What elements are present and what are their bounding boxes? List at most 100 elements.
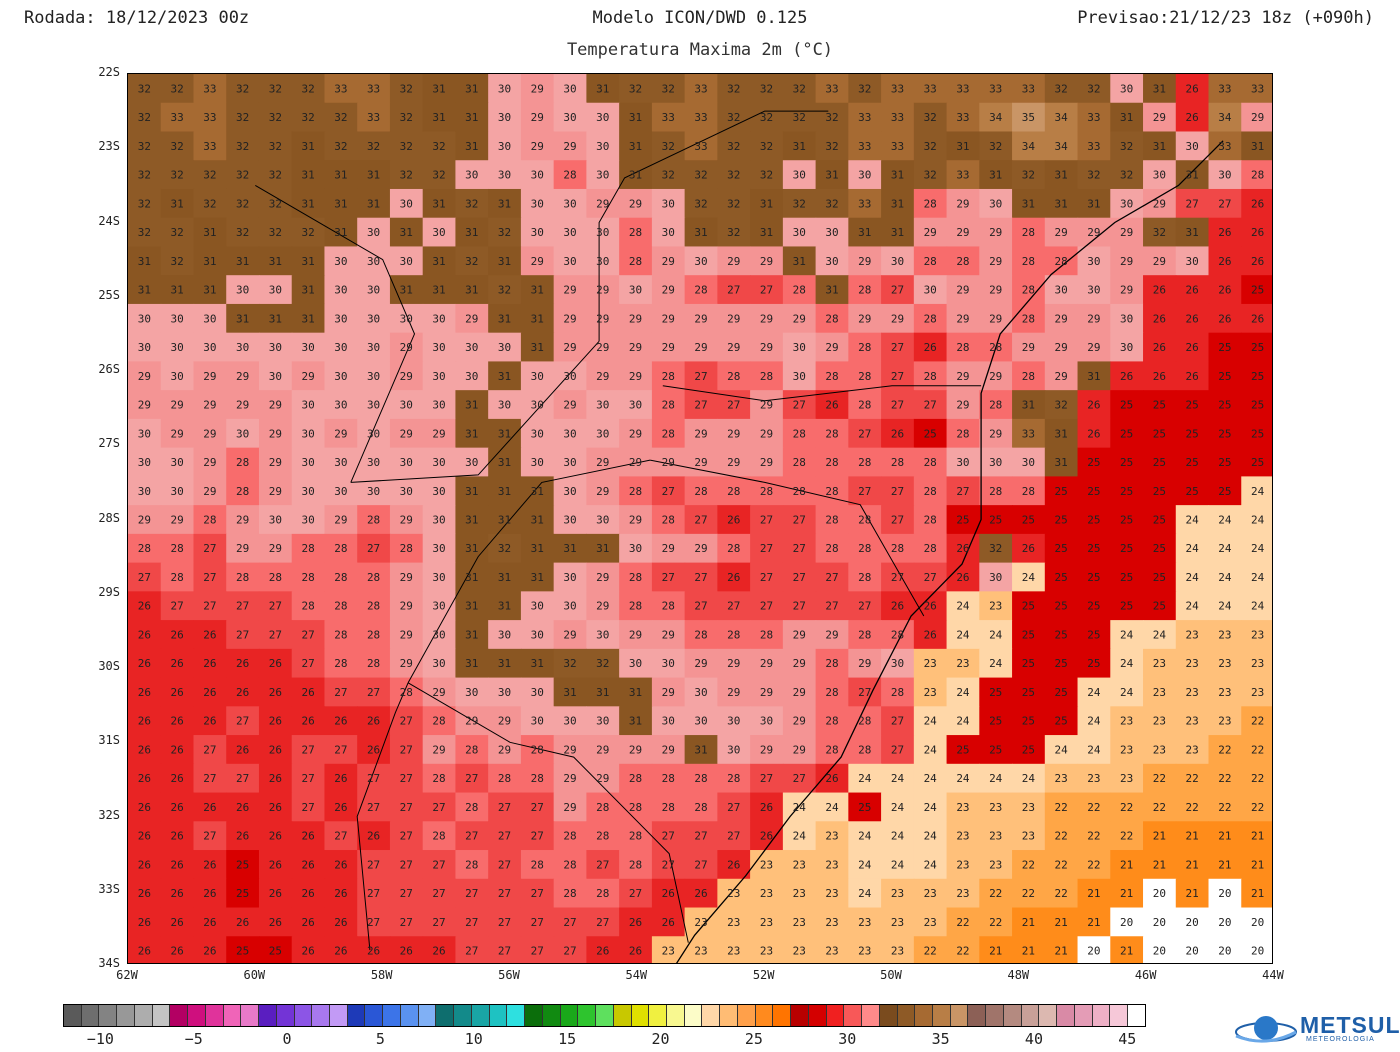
temperature-value: 24 [1218,542,1232,555]
temperature-cell [848,275,882,305]
temperature-cell [913,821,948,851]
temperature-value: 32 [138,226,151,239]
temperature-value: 27 [170,600,183,613]
temperature-value: 29 [629,743,642,756]
temperature-cell [422,878,457,909]
color-scale-cell [649,1005,667,1026]
temperature-cell [291,418,326,449]
temperature-cell [1110,562,1144,592]
temperature-cell [881,476,915,506]
temperature-value: 28 [662,801,675,814]
temperature-cell [291,476,326,506]
temperature-value: 30 [498,140,511,153]
temperature-cell [782,418,817,449]
temperature-cell [1175,332,1210,363]
temperature-cell [1077,677,1111,707]
temperature-cell [586,188,620,219]
temperature-value: 31 [301,284,314,297]
temperature-value: 25 [956,514,969,527]
temperature-value: 30 [498,628,511,641]
temperature-value: 30 [531,399,544,412]
temperature-value: 28 [858,456,871,469]
temperature-value: 27 [236,772,249,785]
temperature-value: 30 [170,485,183,498]
temperature-value: 30 [400,485,413,498]
temperature-value: 29 [760,399,773,412]
temperature-value: 30 [563,485,576,498]
temperature-cell [586,246,620,276]
temperature-value: 24 [1186,600,1200,613]
temperature-cell [848,74,882,104]
temperature-cell [193,476,227,506]
temperature-value: 27 [465,830,478,843]
temperature-value: 29 [596,197,609,210]
temperature-cell [619,677,653,707]
temperature-value: 30 [432,600,445,613]
temperature-value: 26 [727,858,740,871]
temperature-value: 26 [138,772,151,785]
temperature-cell [750,706,784,736]
temperature-value: 29 [727,456,740,469]
temperature-cell [488,763,522,794]
temperature-cell [651,390,686,420]
temperature-cell [1208,763,1242,794]
temperature-cell [913,447,948,477]
temperature-value: 20 [1087,945,1100,958]
temperature-value: 32 [727,226,740,239]
temperature-value: 31 [170,197,183,210]
temperature-cell [1143,102,1177,133]
temperature-cell [979,476,1013,506]
temperature-value: 29 [269,456,282,469]
temperature-cell [389,361,424,391]
temperature-value: 29 [694,542,707,555]
temperature-cell [357,188,391,219]
temperature-value: 31 [596,82,609,95]
color-scale-cell [294,1005,313,1026]
temperature-value: 28 [170,542,183,555]
temperature-cell [717,160,751,190]
color-scale-cell [471,1005,490,1026]
temperature-cell [422,792,457,822]
temperature-cell [324,74,358,104]
temperature-cell [979,620,1013,650]
temperature-value: 26 [170,945,183,958]
temperature-value: 30 [367,370,380,383]
temperature-value: 22 [1120,801,1133,814]
temperature-value: 33 [891,140,904,153]
temperature-cell [357,275,391,305]
temperature-cell [1241,74,1272,104]
temperature-cell [1044,476,1079,506]
temperature-value: 27 [203,743,216,756]
temperature-value: 26 [1186,82,1199,95]
temperature-value: 23 [1153,657,1166,670]
temperature-cell [553,936,587,963]
temperature-value: 26 [269,686,282,699]
temperature-cell [782,620,817,650]
temperature-value: 20 [1251,945,1264,958]
temperature-cell [946,332,980,363]
temperature-cell [160,533,195,564]
temperature-value: 25 [1186,399,1199,412]
temperature-value: 29 [858,312,871,325]
temperature-cell [979,792,1013,822]
temperature-value: 27 [694,514,707,527]
temperature-value: 25 [1186,456,1199,469]
temperature-value: 26 [138,743,151,756]
temperature-value: 28 [727,772,740,785]
color-scale-cell [507,1005,526,1026]
temperature-cell [1241,591,1272,621]
temperature-cell [946,74,980,104]
temperature-map[interactable]: 32 32 33 32 32 32 33 33 32 31 31 30 29 30 31 32 32 33 32 32… [127,73,1273,964]
temperature-cell [717,591,751,621]
temperature-value: 29 [138,514,151,527]
temperature-cell [586,131,620,161]
temperature-value: 28 [629,226,642,239]
temperature-value: 30 [236,341,249,354]
temperature-cell [520,361,555,391]
temperature-value: 31 [432,255,445,268]
temperature-value: 26 [170,801,183,814]
temperature-value: 25 [1153,542,1166,555]
temperature-value: 29 [596,743,609,756]
color-scale-label: 15 [558,1030,577,1048]
temperature-value: 32 [563,657,576,670]
